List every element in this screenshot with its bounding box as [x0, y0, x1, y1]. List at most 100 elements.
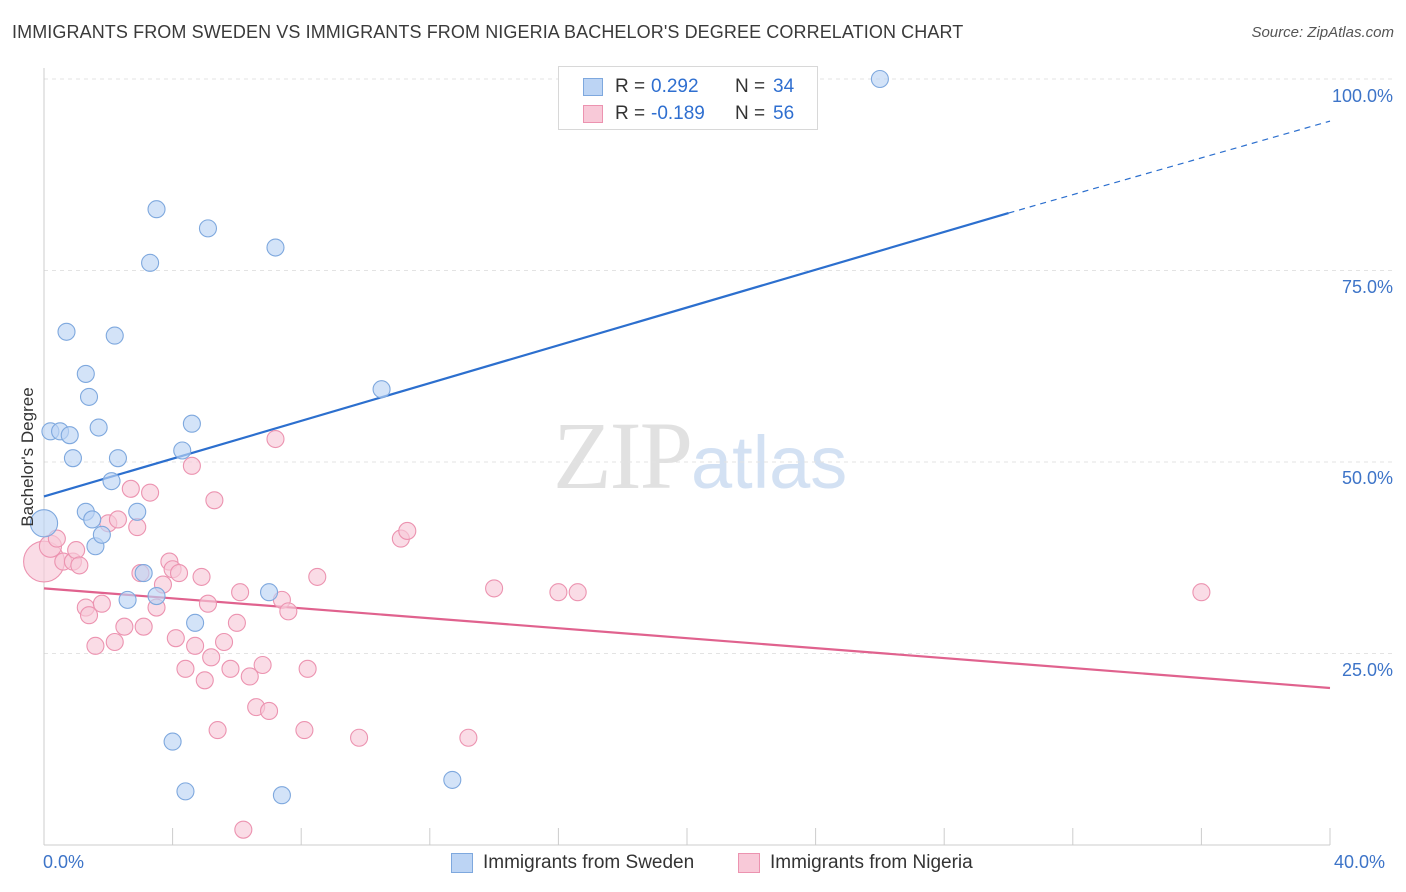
nigeria-point [549, 583, 568, 602]
y-tick-label-100: 100.0% [1331, 86, 1393, 106]
nigeria-point [128, 518, 147, 537]
nigeria-point [266, 429, 285, 449]
chart-title: IMMIGRANTS FROM SWEDEN VS IMMIGRANTS FRO… [12, 22, 964, 42]
sweden-point [105, 326, 124, 345]
sweden-point [443, 770, 462, 789]
nigeria-point [134, 617, 153, 636]
nigeria-point [192, 567, 211, 586]
sweden-point [79, 387, 99, 406]
nigeria-point [108, 510, 127, 529]
nigeria-point [253, 655, 272, 675]
grid-lines [44, 78, 1392, 654]
nigeria-point [195, 671, 214, 690]
nigeria-point [186, 636, 205, 655]
sweden-point [147, 586, 166, 606]
sweden-point [266, 238, 285, 257]
nigeria-point [92, 594, 111, 613]
nigeria-point [350, 728, 369, 747]
nigeria-point [1192, 583, 1211, 602]
nigeria-point [205, 491, 224, 510]
legend-r-label: R = [615, 76, 646, 97]
nigeria-point [298, 659, 317, 678]
sweden-point [76, 364, 95, 383]
legend-r-value: -0.189 [651, 103, 705, 124]
sweden-point [102, 472, 121, 491]
sweden-point [272, 786, 291, 805]
nigeria-point [459, 728, 478, 747]
nigeria-point [240, 667, 259, 686]
legend-swatch-nigeria [583, 105, 603, 123]
y-tick-label-75: 75.0% [1341, 277, 1393, 297]
legend-r-value: 0.292 [651, 76, 699, 97]
sweden-point [118, 590, 137, 609]
nigeria-point [234, 820, 253, 839]
nigeria-point [182, 456, 201, 475]
series-swatch-sweden [451, 853, 473, 873]
nigeria-point [198, 594, 218, 613]
sweden-point [176, 782, 195, 801]
nigeria-point [279, 602, 298, 621]
nigeria-point [115, 617, 134, 636]
nigeria-point [121, 479, 140, 498]
sweden-point [128, 502, 147, 521]
legend-swatch-sweden [583, 78, 603, 96]
legend-r-label: R = [615, 103, 646, 124]
sweden-point [186, 613, 205, 632]
nigeria-point [214, 632, 234, 652]
sweden-point [60, 426, 79, 445]
series-swatch-nigeria [738, 853, 760, 873]
nigeria-point [259, 701, 279, 721]
series-legend-sweden[interactable]: Immigrants from Sweden [451, 852, 694, 874]
nigeria-point [231, 583, 250, 602]
sweden-point [83, 510, 102, 529]
trend-lines [43, 120, 1331, 690]
nigeria-point [221, 659, 240, 678]
sweden-point [870, 69, 889, 89]
source-credit: Source: ZipAtlas.com [1251, 24, 1394, 41]
legend-n-value: 34 [773, 76, 795, 97]
sweden-point [134, 564, 153, 583]
trend-line-sweden-projection [1008, 120, 1331, 214]
nigeria-point [105, 632, 124, 652]
nigeria-point [295, 721, 314, 740]
data-points [23, 69, 1211, 839]
sweden-point [163, 732, 182, 751]
x-tick-label-max: 40.0% [1334, 852, 1386, 872]
x-tick-label-min: 0.0% [43, 852, 85, 872]
nigeria-point [166, 629, 185, 648]
series-label-sweden: Immigrants from Sweden [483, 852, 695, 873]
nigeria-point [308, 567, 327, 586]
axes [43, 68, 1331, 846]
legend-n-label: N = [735, 103, 766, 124]
trend-line-sweden [43, 211, 1009, 498]
nigeria-point [70, 556, 89, 575]
nigeria-point [398, 521, 417, 540]
nigeria-point [79, 606, 99, 625]
nigeria-point [169, 564, 189, 583]
sweden-point [259, 583, 279, 602]
y-tick-label-25: 25.0% [1341, 660, 1393, 680]
trend-line-nigeria [43, 587, 1331, 690]
sweden-point [141, 253, 160, 272]
series-label-nigeria: Immigrants from Nigeria [770, 852, 973, 873]
nigeria-point [485, 579, 504, 598]
nigeria-point [202, 648, 221, 667]
sweden-point [147, 200, 166, 219]
sweden-point [57, 322, 76, 341]
legend-row-nigeria: R = -0.189 N = 56 [583, 102, 794, 126]
sweden-point [182, 414, 201, 433]
sweden-point [173, 441, 192, 460]
sweden-point [372, 380, 391, 399]
nigeria-point [141, 483, 160, 502]
sweden-point [63, 449, 82, 468]
nigeria-point [67, 541, 86, 560]
sweden-point [89, 418, 108, 437]
watermark-zip: ZIP [553, 402, 693, 509]
sweden-point [108, 449, 127, 468]
sweden-point [92, 525, 111, 544]
series-legend-nigeria[interactable]: Immigrants from Nigeria [738, 852, 973, 874]
nigeria-point [86, 636, 105, 655]
legend-n-value: 56 [773, 103, 795, 124]
nigeria-point [227, 613, 246, 632]
y-tick-label-50: 50.0% [1341, 468, 1393, 488]
